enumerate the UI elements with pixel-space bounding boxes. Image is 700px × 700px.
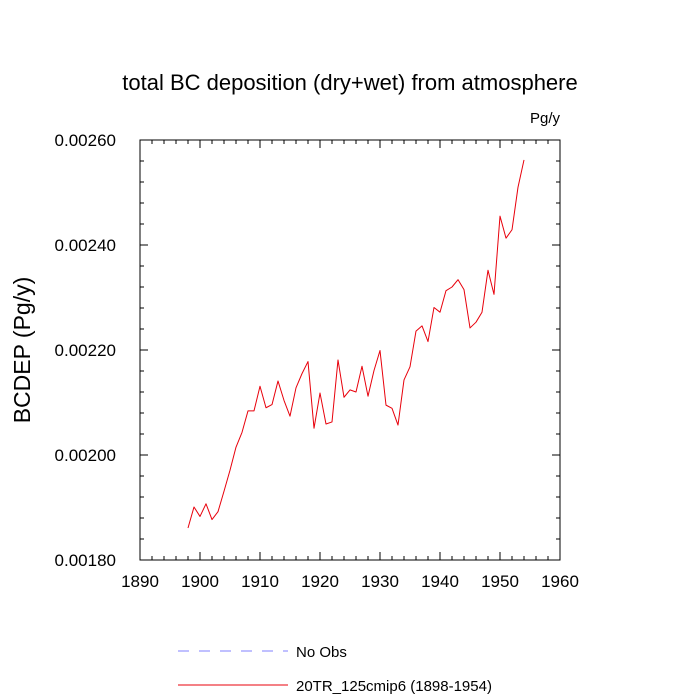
legend: No Obs 20TR_125cmip6 (1898-1954) <box>178 644 492 695</box>
axis-tick-labels: 1890 1900 1910 1920 1930 1940 1950 1960 0.00180 0… <box>55 131 579 591</box>
legend-label: No Obs <box>296 644 347 661</box>
y-axis-label: BCDEP (Pg/y) <box>9 277 35 424</box>
x-tick-label: 1920 <box>301 572 339 591</box>
x-tick-label: 1960 <box>541 572 579 591</box>
x-tick-label: 1950 <box>481 572 519 591</box>
y-tick-label: 0.00240 <box>55 236 116 255</box>
plot-frame <box>139 139 561 561</box>
x-tick-label: 1940 <box>421 572 459 591</box>
x-tick-label: 1910 <box>241 572 279 591</box>
chart-title: total BC deposition (dry+wet) from atmos… <box>122 70 577 95</box>
y-tick-label: 0.00200 <box>55 446 116 465</box>
y-tick-label: 0.00220 <box>55 341 116 360</box>
x-tick-label: 1890 <box>121 572 159 591</box>
x-tick-label: 1930 <box>361 572 399 591</box>
series-line <box>187 159 525 529</box>
y-tick-label: 0.00180 <box>55 551 116 570</box>
y-tick-label: 0.00260 <box>55 131 116 150</box>
axis-ticks <box>139 139 561 561</box>
plot-series <box>187 159 525 529</box>
units-label: Pg/y <box>530 110 561 127</box>
legend-label: 20TR_125cmip6 (1898-1954) <box>296 678 492 695</box>
x-tick-label: 1900 <box>181 572 219 591</box>
